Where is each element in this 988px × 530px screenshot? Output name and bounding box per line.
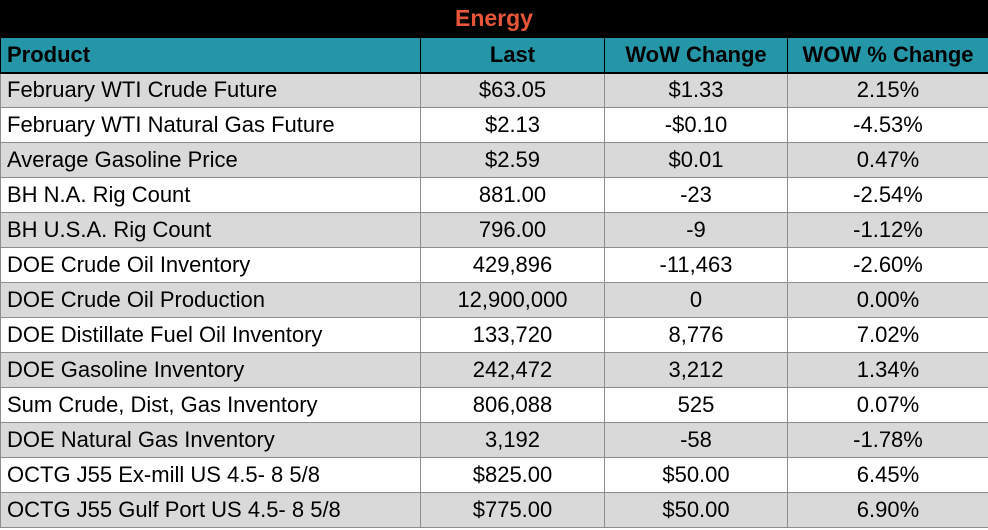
wow-pct-cell: 7.02% [787,317,988,353]
last-cell: $775.00 [420,492,605,528]
wow-pct-cell: -1.12% [787,212,988,248]
table-row: OCTG J55 Gulf Port US 4.5- 8 5/8 $775.00 $… [0,492,988,528]
wow-change-cell: -$0.10 [604,107,788,143]
table-row: BH U.S.A. Rig Count 796.00 -9 -1.12% [0,212,988,248]
last-cell: 12,900,000 [420,282,605,318]
table-row: DOE Crude Oil Inventory 429,896 -11,463 -2.… [0,247,988,283]
wow-pct-cell: 2.15% [787,72,988,108]
last-cell: 3,192 [420,422,605,458]
table-row: Sum Crude, Dist, Gas Inventory 806,088 525… [0,387,988,423]
wow-change-cell: 8,776 [604,317,788,353]
product-cell: OCTG J55 Gulf Port US 4.5- 8 5/8 [0,492,421,528]
last-cell: $2.59 [420,142,605,178]
wow-change-cell: -23 [604,177,788,213]
wow-change-cell: $0.01 [604,142,788,178]
table-row: DOE Gasoline Inventory 242,472 3,212 1.34% [0,352,988,388]
product-cell: OCTG J55 Ex-mill US 4.5- 8 5/8 [0,457,421,493]
product-cell: DOE Natural Gas Inventory [0,422,421,458]
last-cell: 796.00 [420,212,605,248]
energy-table: Product Last WoW Change WOW % Change Feb… [0,37,988,528]
product-cell: February WTI Natural Gas Future [0,107,421,143]
wow-pct-cell: 6.90% [787,492,988,528]
header-last: Last [420,37,605,74]
last-cell: 242,472 [420,352,605,388]
table-row: OCTG J55 Ex-mill US 4.5- 8 5/8 $825.00 $50… [0,457,988,493]
wow-pct-cell: 1.34% [787,352,988,388]
product-cell: February WTI Crude Future [0,72,421,108]
product-cell: DOE Crude Oil Production [0,282,421,318]
wow-pct-cell: -2.54% [787,177,988,213]
wow-pct-cell: 0.00% [787,282,988,318]
product-cell: BH U.S.A. Rig Count [0,212,421,248]
table-row: DOE Natural Gas Inventory 3,192 -58 -1.78% [0,422,988,458]
wow-pct-cell: -2.60% [787,247,988,283]
header-wow-change: WoW Change [604,37,788,74]
last-cell: 429,896 [420,247,605,283]
wow-change-cell: $50.00 [604,457,788,493]
table-row: DOE Distillate Fuel Oil Inventory 133,720… [0,317,988,353]
table-row: Average Gasoline Price $2.59 $0.01 0.47% [0,142,988,178]
table-row: February WTI Natural Gas Future $2.13 -$0.… [0,107,988,143]
last-cell: $825.00 [420,457,605,493]
wow-pct-cell: 6.45% [787,457,988,493]
table-row: DOE Crude Oil Production 12,900,000 0 0.00% [0,282,988,318]
last-cell: 881.00 [420,177,605,213]
product-cell: DOE Crude Oil Inventory [0,247,421,283]
product-cell: DOE Gasoline Inventory [0,352,421,388]
last-cell: $2.13 [420,107,605,143]
wow-change-cell: $50.00 [604,492,788,528]
product-cell: DOE Distillate Fuel Oil Inventory [0,317,421,353]
product-cell: Sum Crude, Dist, Gas Inventory [0,387,421,423]
header-product: Product [0,37,421,74]
product-cell: Average Gasoline Price [0,142,421,178]
last-cell: 806,088 [420,387,605,423]
product-cell: BH N.A. Rig Count [0,177,421,213]
wow-change-cell: -9 [604,212,788,248]
last-cell: $63.05 [420,72,605,108]
header-wow-pct-change: WOW % Change [787,37,988,74]
wow-change-cell: 3,212 [604,352,788,388]
last-cell: 133,720 [420,317,605,353]
table-title: Energy [0,0,988,37]
wow-pct-cell: -4.53% [787,107,988,143]
table-row: February WTI Crude Future $63.05 $1.33 2.15… [0,72,988,108]
wow-pct-cell: 0.47% [787,142,988,178]
wow-change-cell: -11,463 [604,247,788,283]
wow-pct-cell: 0.07% [787,387,988,423]
wow-pct-cell: -1.78% [787,422,988,458]
wow-change-cell: $1.33 [604,72,788,108]
wow-change-cell: 0 [604,282,788,318]
wow-change-cell: 525 [604,387,788,423]
wow-change-cell: -58 [604,422,788,458]
table-row: BH N.A. Rig Count 881.00 -23 -2.54% [0,177,988,213]
header-row: Product Last WoW Change WOW % Change [0,37,988,74]
